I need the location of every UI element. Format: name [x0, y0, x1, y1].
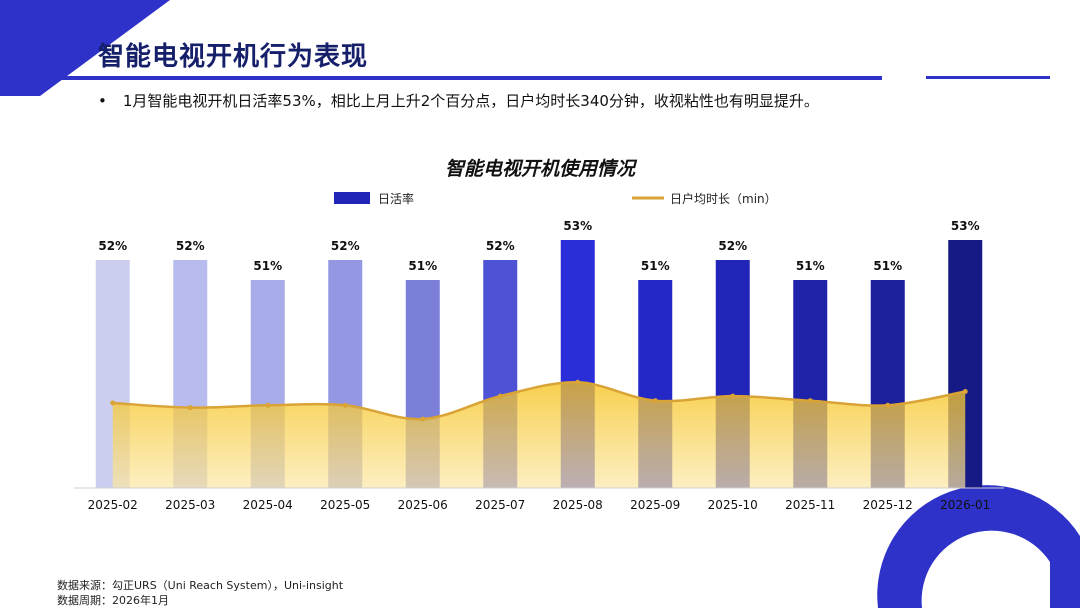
- x-tick-2025-07: 2025-07: [475, 498, 525, 512]
- source-line-1: 数据来源：勾正URS（Uni Reach System），Uni-insight: [57, 579, 344, 592]
- duration-point-2025-12: [885, 402, 891, 408]
- bar-label-2025-02: 52%: [98, 239, 127, 253]
- legend-bar-swatch: [334, 192, 370, 204]
- x-tick-2025-03: 2025-03: [165, 498, 215, 512]
- legend-line-label: 日户均时长（min）: [670, 191, 777, 206]
- duration-point-2025-07: [497, 393, 503, 399]
- duration-point-2025-10: [730, 393, 736, 399]
- title-underline: [40, 76, 882, 80]
- x-tick-2025-05: 2025-05: [320, 498, 370, 512]
- bar-label-2025-05: 52%: [331, 239, 360, 253]
- summary-bullet: • 1月智能电视开机日活率53%，相比上月上升2个百分点，日户均时长340分钟，收…: [98, 90, 819, 111]
- bar-label-2025-07: 52%: [486, 239, 515, 253]
- x-tick-2025-11: 2025-11: [785, 498, 835, 512]
- duration-point-2025-04: [265, 402, 271, 408]
- x-tick-2025-10: 2025-10: [708, 498, 758, 512]
- duration-point-2026-01: [962, 389, 968, 394]
- duration-point-2025-08: [575, 379, 581, 385]
- duration-point-2025-06: [420, 416, 426, 422]
- bullet-dot: •: [98, 92, 107, 110]
- bar-label-2025-11: 51%: [796, 259, 825, 273]
- chart-title: 智能电视开机使用情况: [444, 158, 635, 180]
- duration-line: [112, 381, 966, 421]
- x-tick-2025-02: 2025-02: [88, 498, 138, 512]
- x-tick-2025-04: 2025-04: [243, 498, 293, 512]
- x-tick-2025-06: 2025-06: [398, 498, 448, 512]
- x-tick-2025-09: 2025-09: [630, 498, 680, 512]
- duration-area: [112, 382, 966, 488]
- duration-point-2025-02: [110, 400, 116, 406]
- x-tick-2025-12: 2025-12: [863, 498, 913, 512]
- page-number: 6: [970, 584, 977, 597]
- bar-label-2026-01: 53%: [951, 219, 980, 233]
- x-tick-2025-08: 2025-08: [553, 498, 603, 512]
- bar-label-2025-12: 51%: [873, 259, 902, 273]
- source-note: 数据来源：勾正URS（Uni Reach System），Uni-insight…: [57, 578, 343, 608]
- summary-text: 1月智能电视开机日活率53%，相比上月上升2个百分点，日户均时长340分钟，收视…: [122, 92, 819, 110]
- bar-label-2025-04: 51%: [253, 259, 282, 273]
- duration-point-2025-09: [652, 398, 658, 404]
- bar-label-2025-08: 53%: [563, 219, 592, 233]
- duration-point-2025-03: [187, 405, 193, 411]
- page-title: 智能电视开机行为表现: [98, 42, 369, 72]
- bar-label-2025-10: 52%: [718, 239, 747, 253]
- bar-label-2025-06: 51%: [408, 259, 437, 273]
- legend-bar-label: 日活率: [378, 191, 414, 206]
- source-line-2: 数据周期：2026年1月: [57, 594, 169, 607]
- duration-point-2025-05: [342, 402, 348, 408]
- bar-label-2025-03: 52%: [176, 239, 205, 253]
- duration-point-2025-11: [807, 398, 813, 404]
- x-tick-2026-01: 2026-01: [940, 498, 990, 512]
- title-underline-right: [926, 76, 1050, 79]
- bar-label-2025-09: 51%: [641, 259, 670, 273]
